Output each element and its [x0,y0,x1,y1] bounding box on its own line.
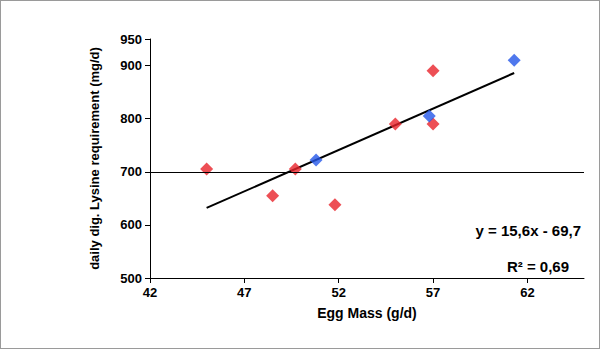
svg-text:800: 800 [120,111,142,126]
svg-text:700: 700 [120,164,142,179]
svg-text:y = 15,6x - 69,7: y = 15,6x - 69,7 [476,222,582,239]
svg-text:950: 950 [120,32,142,47]
svg-text:600: 600 [120,217,142,232]
svg-text:900: 900 [120,58,142,73]
svg-text:42: 42 [143,285,157,300]
svg-text:R² = 0,69: R² = 0,69 [507,258,569,275]
svg-text:62: 62 [520,285,534,300]
svg-text:57: 57 [426,285,440,300]
svg-text:47: 47 [237,285,251,300]
svg-text:52: 52 [331,285,345,300]
svg-text:Egg Mass (g/d): Egg Mass (g/d) [317,305,417,321]
svg-text:daily dig. Lysine requirement: daily dig. Lysine requirement (mg/d) [87,47,102,270]
svg-text:500: 500 [120,271,142,286]
